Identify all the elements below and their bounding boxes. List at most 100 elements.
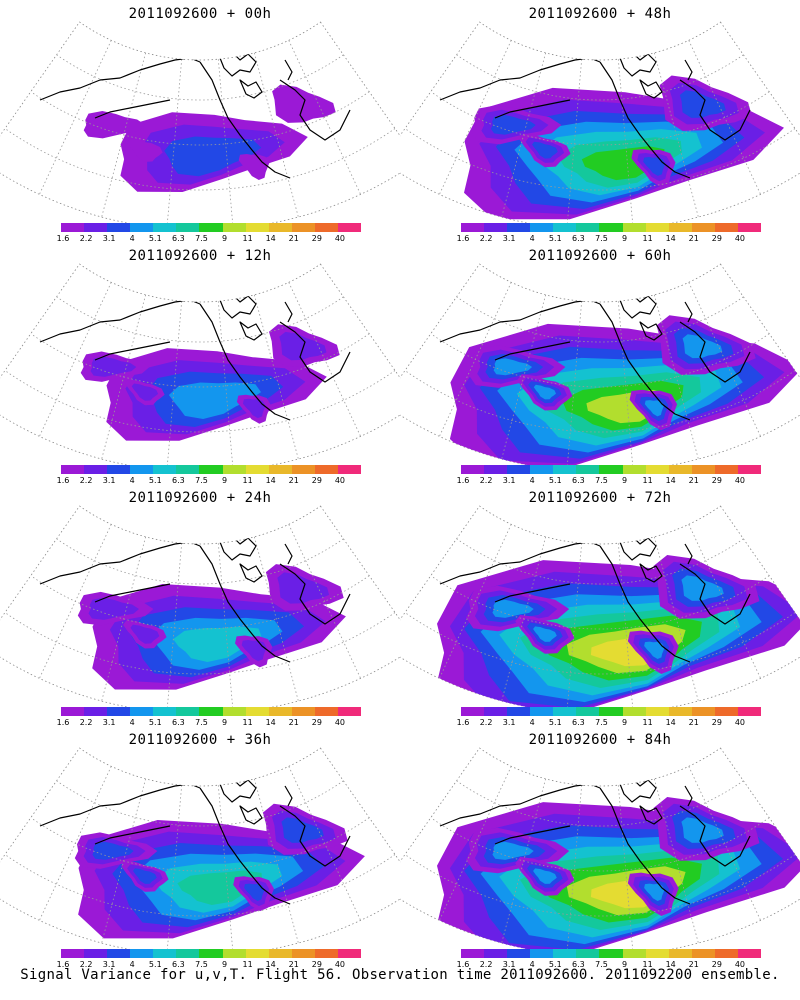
polar-map xyxy=(400,263,800,473)
panel-title: 2011092600 + 12h xyxy=(128,248,272,264)
graticule xyxy=(404,40,796,229)
colorbar-tick-label: 11 xyxy=(642,234,653,243)
colorbar-tick-label: 9 xyxy=(221,960,228,969)
colorbar-tick-label: 2.2 xyxy=(79,476,93,485)
colorbar-tick-label: 7.5 xyxy=(595,234,608,243)
variance-contour xyxy=(681,575,724,601)
variance-field xyxy=(436,555,800,714)
colorbar-swatch xyxy=(222,465,246,474)
colorbar-swatch xyxy=(337,223,362,232)
polar-map xyxy=(400,21,800,231)
colorbar-swatch xyxy=(668,707,692,716)
polar-map xyxy=(0,747,400,957)
colorbar-swatch xyxy=(622,465,646,474)
colorbar-labels: 1.6 2.2 3.1 4 5.1 6.3 7.5 9 11 14 21 29 40 xyxy=(0,234,400,244)
graticule xyxy=(4,40,396,229)
polar-map xyxy=(0,505,400,715)
colorbar-tick-label: 5.1 xyxy=(548,718,562,727)
colorbar-swatch xyxy=(553,223,577,232)
colorbar-tick-label: 4 xyxy=(129,718,135,727)
graticule xyxy=(4,524,396,713)
colorbar-swatch xyxy=(314,707,338,716)
colorbar-swatch xyxy=(337,465,362,474)
colorbar-swatch xyxy=(61,949,85,958)
colorbar-tick-label: 1.6 xyxy=(456,476,470,485)
colorbar-swatch xyxy=(153,949,177,958)
colorbar-swatch xyxy=(176,949,200,958)
colorbar-tick-label: 14 xyxy=(665,718,676,727)
colorbar-tick-label: 40 xyxy=(334,476,346,485)
graticule xyxy=(404,766,796,955)
variance-contour xyxy=(532,141,558,159)
colorbar-labels: 1.6 2.2 3.1 4 5.1 6.3 7.5 9 11 14 21 29 40 xyxy=(0,476,400,486)
colorbar-tick-label: 9 xyxy=(621,234,628,243)
colorbar-labels: 1.6 2.2 3.1 4 5.1 6.3 7.5 9 11 14 21 29 40 xyxy=(0,960,400,970)
variance-contour xyxy=(492,599,534,618)
colorbar-tick-label: 4 xyxy=(529,960,535,969)
variance-field xyxy=(83,84,336,192)
colorbar-swatch xyxy=(530,465,554,474)
colorbar-swatch xyxy=(107,707,131,716)
colorbar-tick-label: 14 xyxy=(265,476,276,485)
colorbar-tick-label: 40 xyxy=(734,960,746,969)
colorbar-tick-label: 29 xyxy=(711,476,722,485)
colorbar-tick-label: 21 xyxy=(688,476,699,485)
variance-field xyxy=(77,564,346,690)
panel-title: 2011092600 + 72h xyxy=(528,490,672,506)
colorbar-tick-label: 21 xyxy=(288,476,299,485)
colorbar-tick-label: 7.5 xyxy=(595,476,608,485)
colorbar-swatch xyxy=(61,707,85,716)
colorbar-tick-label: 5.1 xyxy=(548,476,562,485)
variance-contour xyxy=(533,626,557,642)
colorbar xyxy=(461,949,762,958)
graticule xyxy=(4,282,396,471)
colorbar-tick-label: 7.5 xyxy=(195,960,208,969)
variance-contour xyxy=(492,841,534,860)
colorbar-tick-label: 1.6 xyxy=(56,234,70,243)
colorbar-swatch xyxy=(484,223,508,232)
colorbar-tick-label: 21 xyxy=(688,234,699,243)
colorbar-tick-label: 29 xyxy=(311,234,322,243)
variance-contour xyxy=(533,384,556,400)
colorbar-swatch xyxy=(461,465,485,474)
colorbar-tick-label: 3.1 xyxy=(502,960,516,969)
colorbar-swatch xyxy=(84,223,108,232)
colorbar-swatch xyxy=(645,707,669,716)
colorbar-swatch xyxy=(737,465,762,474)
colorbar-tick-label: 6.3 xyxy=(172,960,185,969)
colorbar-tick-label: 21 xyxy=(688,718,699,727)
colorbar-tick-label: 11 xyxy=(642,476,653,485)
colorbar-swatch xyxy=(291,949,315,958)
variance-contour xyxy=(92,841,134,860)
colorbar-tick-label: 1.6 xyxy=(56,718,70,727)
colorbar-swatch xyxy=(645,223,669,232)
colorbar-tick-label: 6.3 xyxy=(172,476,185,485)
colorbar-tick-label: 1.6 xyxy=(56,960,70,969)
colorbar-swatch xyxy=(691,465,715,474)
colorbar-swatch xyxy=(107,949,131,958)
colorbar-tick-label: 9 xyxy=(621,476,628,485)
colorbar-tick-label: 2.2 xyxy=(79,234,93,243)
colorbar xyxy=(61,223,362,232)
variance-contour xyxy=(244,883,265,901)
variance-contour xyxy=(168,382,261,419)
colorbar xyxy=(61,465,362,474)
colorbar-swatch xyxy=(507,949,531,958)
colorbar-swatch xyxy=(337,707,362,716)
colorbar-tick-label: 29 xyxy=(311,960,322,969)
colorbar-swatch xyxy=(599,949,623,958)
colorbar-tick-label: 2.2 xyxy=(79,718,93,727)
colorbar-swatch xyxy=(153,707,177,716)
variance-contour xyxy=(533,868,557,884)
colorbar-tick-label: 2.2 xyxy=(479,234,493,243)
variance-contour xyxy=(279,331,327,361)
colorbar-tick-label: 2.2 xyxy=(479,960,493,969)
colorbar-swatch xyxy=(576,707,600,716)
variance-contour xyxy=(644,641,665,659)
colorbar-tick-label: 29 xyxy=(311,718,322,727)
colorbar-swatch xyxy=(622,949,646,958)
colorbar-swatch xyxy=(645,465,669,474)
colorbar-swatch xyxy=(130,465,154,474)
colorbar-tick-label: 4 xyxy=(529,476,535,485)
map-panel: 2011092600 + 36h 1.6 2.2 3.1 4 5.1 6.3 7.5 9 11 14… xyxy=(0,726,400,971)
